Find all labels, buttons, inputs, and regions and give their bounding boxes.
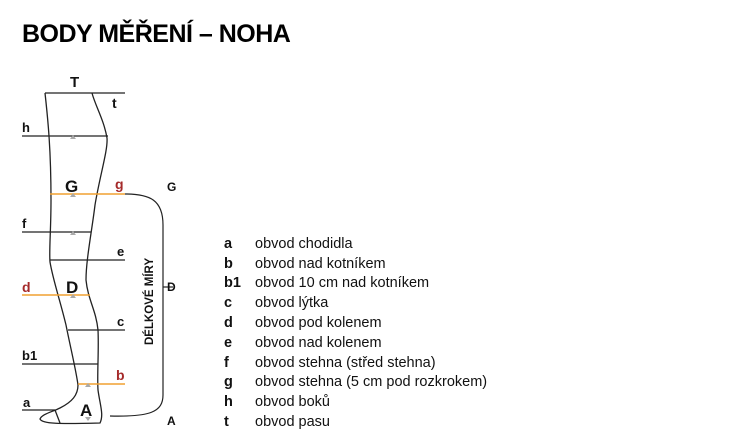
legend-text: obvod chodidla <box>255 235 353 252</box>
legend-key: b <box>224 255 233 272</box>
length-measures-label: DÉLKOVÉ MÍRY <box>143 258 156 345</box>
legend-key: e <box>224 334 233 351</box>
legend-text: obvod boků <box>255 394 330 411</box>
measure-lines <box>22 92 125 411</box>
page-title: BODY MĚŘENÍ – NOHA <box>22 20 291 48</box>
legend-text: obvod nad kotníkem <box>255 255 386 272</box>
legend-key: b1 <box>224 275 241 292</box>
label-b: b <box>116 367 125 383</box>
legend-key: f <box>224 354 229 371</box>
legend-item: a obvod chodidla <box>224 234 487 254</box>
leg-outline <box>39 92 108 425</box>
legend-key: g <box>224 374 233 391</box>
length-bracket <box>109 193 164 417</box>
legend-item: e obvod nad kolenem <box>224 333 487 353</box>
label-h: h <box>22 120 30 135</box>
label-c: c <box>117 314 124 329</box>
legend-item: d obvod pod kolenem <box>224 313 487 333</box>
label-t: t <box>112 95 117 111</box>
legend-text: obvod stehna (5 cm pod rozkrokem) <box>255 374 488 391</box>
legend-key: c <box>224 295 233 312</box>
label-f: f <box>22 216 27 231</box>
legend-key: h <box>224 394 233 411</box>
legend-text: obvod stehna (střed stehna) <box>255 354 436 371</box>
legend-text: obvod pasu <box>255 414 330 431</box>
legend-key: a <box>224 235 233 252</box>
legend-text: obvod lýtka <box>255 295 329 312</box>
label-a: a <box>23 395 31 410</box>
label-g: g <box>115 176 124 192</box>
label-b1: b1 <box>22 348 37 363</box>
legend-text: obvod pod kolenem <box>255 315 382 332</box>
legend-text: obvod nad kolenem <box>255 334 382 351</box>
legend-item: g obvod stehna (5 cm pod rozkrokem) <box>224 373 487 393</box>
legend: a obvod chodidla b obvod nad kotníkem b1 ob… <box>224 234 487 432</box>
legend-key: d <box>224 315 233 332</box>
marker-A: A <box>80 401 92 420</box>
length-point-A: A <box>167 414 176 428</box>
legend-text: obvod 10 cm nad kotníkem <box>255 275 430 292</box>
length-point-D: D <box>167 280 176 294</box>
marker-D: D <box>66 278 78 297</box>
legend-item: b1 obvod 10 cm nad kotníkem <box>224 274 487 294</box>
legend-item: c obvod lýtka <box>224 293 487 313</box>
label-T: T <box>70 74 79 91</box>
legend-item: t obvod pasu <box>224 412 487 432</box>
label-e: e <box>117 244 124 259</box>
legend-key: t <box>224 414 229 431</box>
legend-item: f obvod stehna (střed stehna) <box>224 353 487 373</box>
highlight-lines <box>22 193 125 385</box>
legend-item: b obvod nad kotníkem <box>224 254 487 274</box>
label-d: d <box>22 279 31 295</box>
arrow-markers <box>70 135 91 421</box>
legend-item: h obvod boků <box>224 392 487 412</box>
length-point-G: G <box>167 180 176 194</box>
marker-G: G <box>65 177 78 196</box>
